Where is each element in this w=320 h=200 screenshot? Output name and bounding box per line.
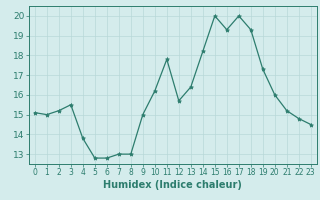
- X-axis label: Humidex (Indice chaleur): Humidex (Indice chaleur): [103, 180, 242, 190]
